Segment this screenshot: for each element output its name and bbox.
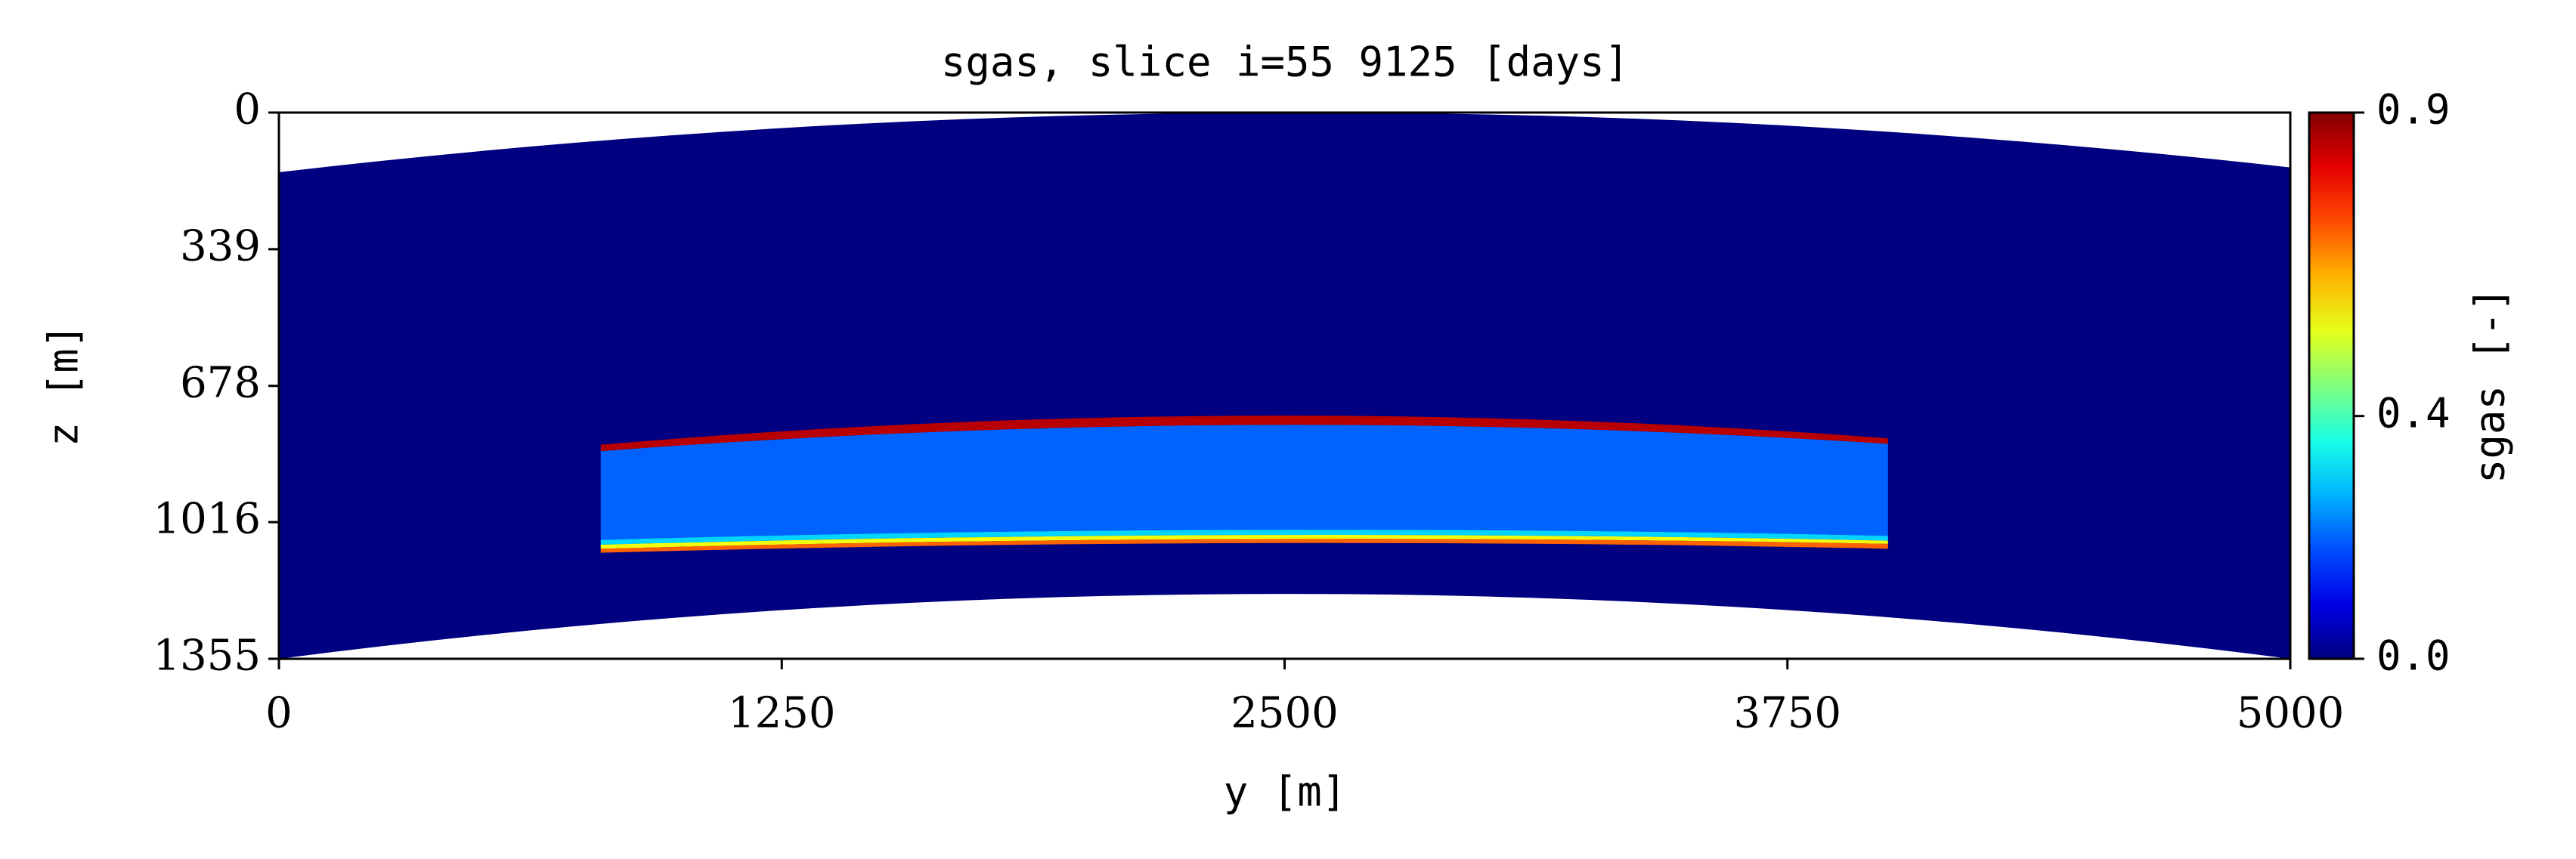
plume-layer bbox=[600, 530, 1888, 545]
y-tick-label: 0 bbox=[234, 85, 261, 134]
x-tick-label: 2500 bbox=[1231, 689, 1339, 738]
y-axis-label: z [m] bbox=[40, 324, 88, 447]
plume-layer bbox=[600, 539, 1888, 553]
colorbar-tick-label: 0.4 bbox=[2376, 389, 2451, 437]
x-axis-label: y [m] bbox=[1224, 768, 1347, 816]
plume-layer bbox=[600, 416, 1888, 452]
colorbar bbox=[2308, 111, 2355, 660]
y-tick-label: 339 bbox=[180, 221, 261, 270]
x-tick-label: 3750 bbox=[1733, 689, 1841, 738]
colorbar-tick-label: 0.9 bbox=[2376, 86, 2451, 134]
colorbar-tick-label: 0.0 bbox=[2376, 632, 2451, 680]
x-tick-label: 0 bbox=[265, 689, 293, 738]
y-tick-label: 1016 bbox=[153, 495, 261, 544]
x-tick-label: 5000 bbox=[2237, 689, 2345, 738]
domain bbox=[279, 113, 2290, 659]
field bbox=[279, 113, 2290, 659]
colorbar-label: sgas [-] bbox=[2466, 287, 2514, 484]
chart-title: sgas, slice i=55 9125 [days] bbox=[941, 39, 1629, 86]
y-tick-label: 678 bbox=[180, 358, 261, 407]
plume-layer bbox=[600, 425, 1888, 540]
x-tick-label: 1250 bbox=[728, 689, 836, 738]
y-tick-label: 1355 bbox=[153, 632, 261, 681]
plume-layer bbox=[600, 535, 1888, 549]
